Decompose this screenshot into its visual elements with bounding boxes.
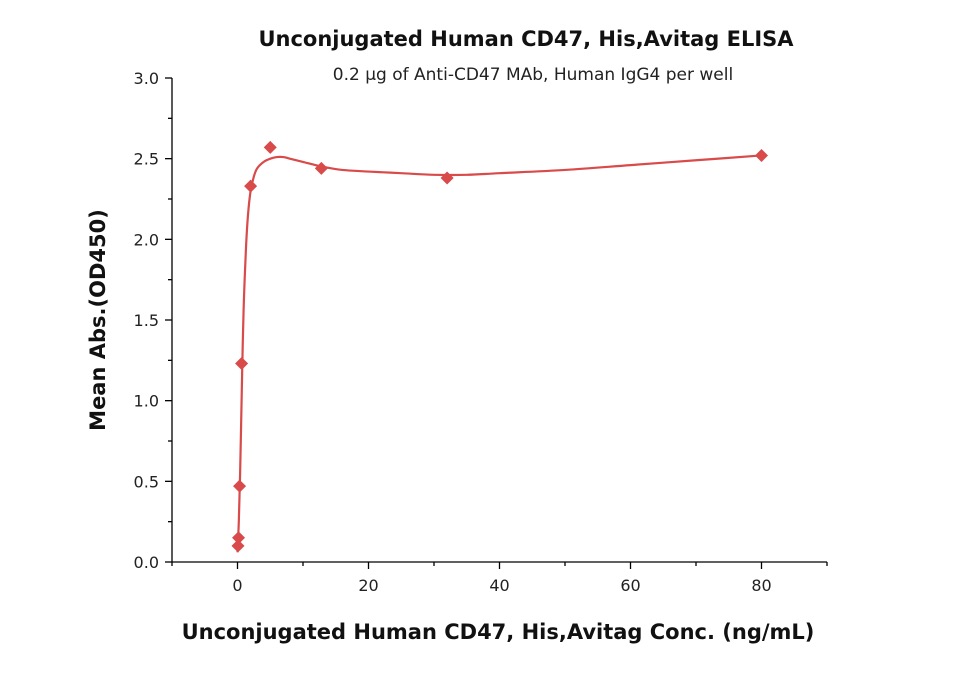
y-axis-ticks: 0.0 0.5 1.0 1.5 2.0 2.5 3.0 xyxy=(134,69,172,572)
y-tick-label: 2.5 xyxy=(134,150,159,169)
y-tick-label: 3.0 xyxy=(134,69,159,88)
y-tick-label: 1.0 xyxy=(134,392,159,411)
y-axis-label: Mean Abs.(OD450) xyxy=(86,209,110,431)
x-axis-ticks: 0 20 40 60 80 xyxy=(171,562,828,595)
x-tick-label: 20 xyxy=(358,576,378,595)
y-tick-label: 1.5 xyxy=(134,311,159,330)
x-tick-label: 40 xyxy=(489,576,509,595)
x-tick-label: 80 xyxy=(751,576,771,595)
data-point xyxy=(233,479,247,493)
fit-curve xyxy=(236,154,762,553)
chart-subtitle: 0.2 μg of Anti-CD47 MAb, Human IgG4 per … xyxy=(333,65,733,85)
data-point xyxy=(263,140,277,154)
data-point xyxy=(440,171,454,185)
data-markers xyxy=(231,140,768,553)
x-axis-label: Unconjugated Human CD47, His,Avitag Conc… xyxy=(182,620,815,644)
y-tick-label: 0.5 xyxy=(134,472,159,491)
data-point xyxy=(755,148,768,162)
x-tick-label: 60 xyxy=(620,576,640,595)
data-point xyxy=(314,161,328,175)
y-tick-label: 2.0 xyxy=(134,230,159,249)
chart-title: Unconjugated Human CD47, His,Avitag ELIS… xyxy=(258,27,794,51)
data-point xyxy=(235,357,249,371)
y-tick-label: 0.0 xyxy=(134,553,159,572)
x-tick-label: 0 xyxy=(232,576,242,595)
data-point xyxy=(232,531,246,545)
data-point xyxy=(244,179,258,193)
data-point xyxy=(231,539,245,553)
